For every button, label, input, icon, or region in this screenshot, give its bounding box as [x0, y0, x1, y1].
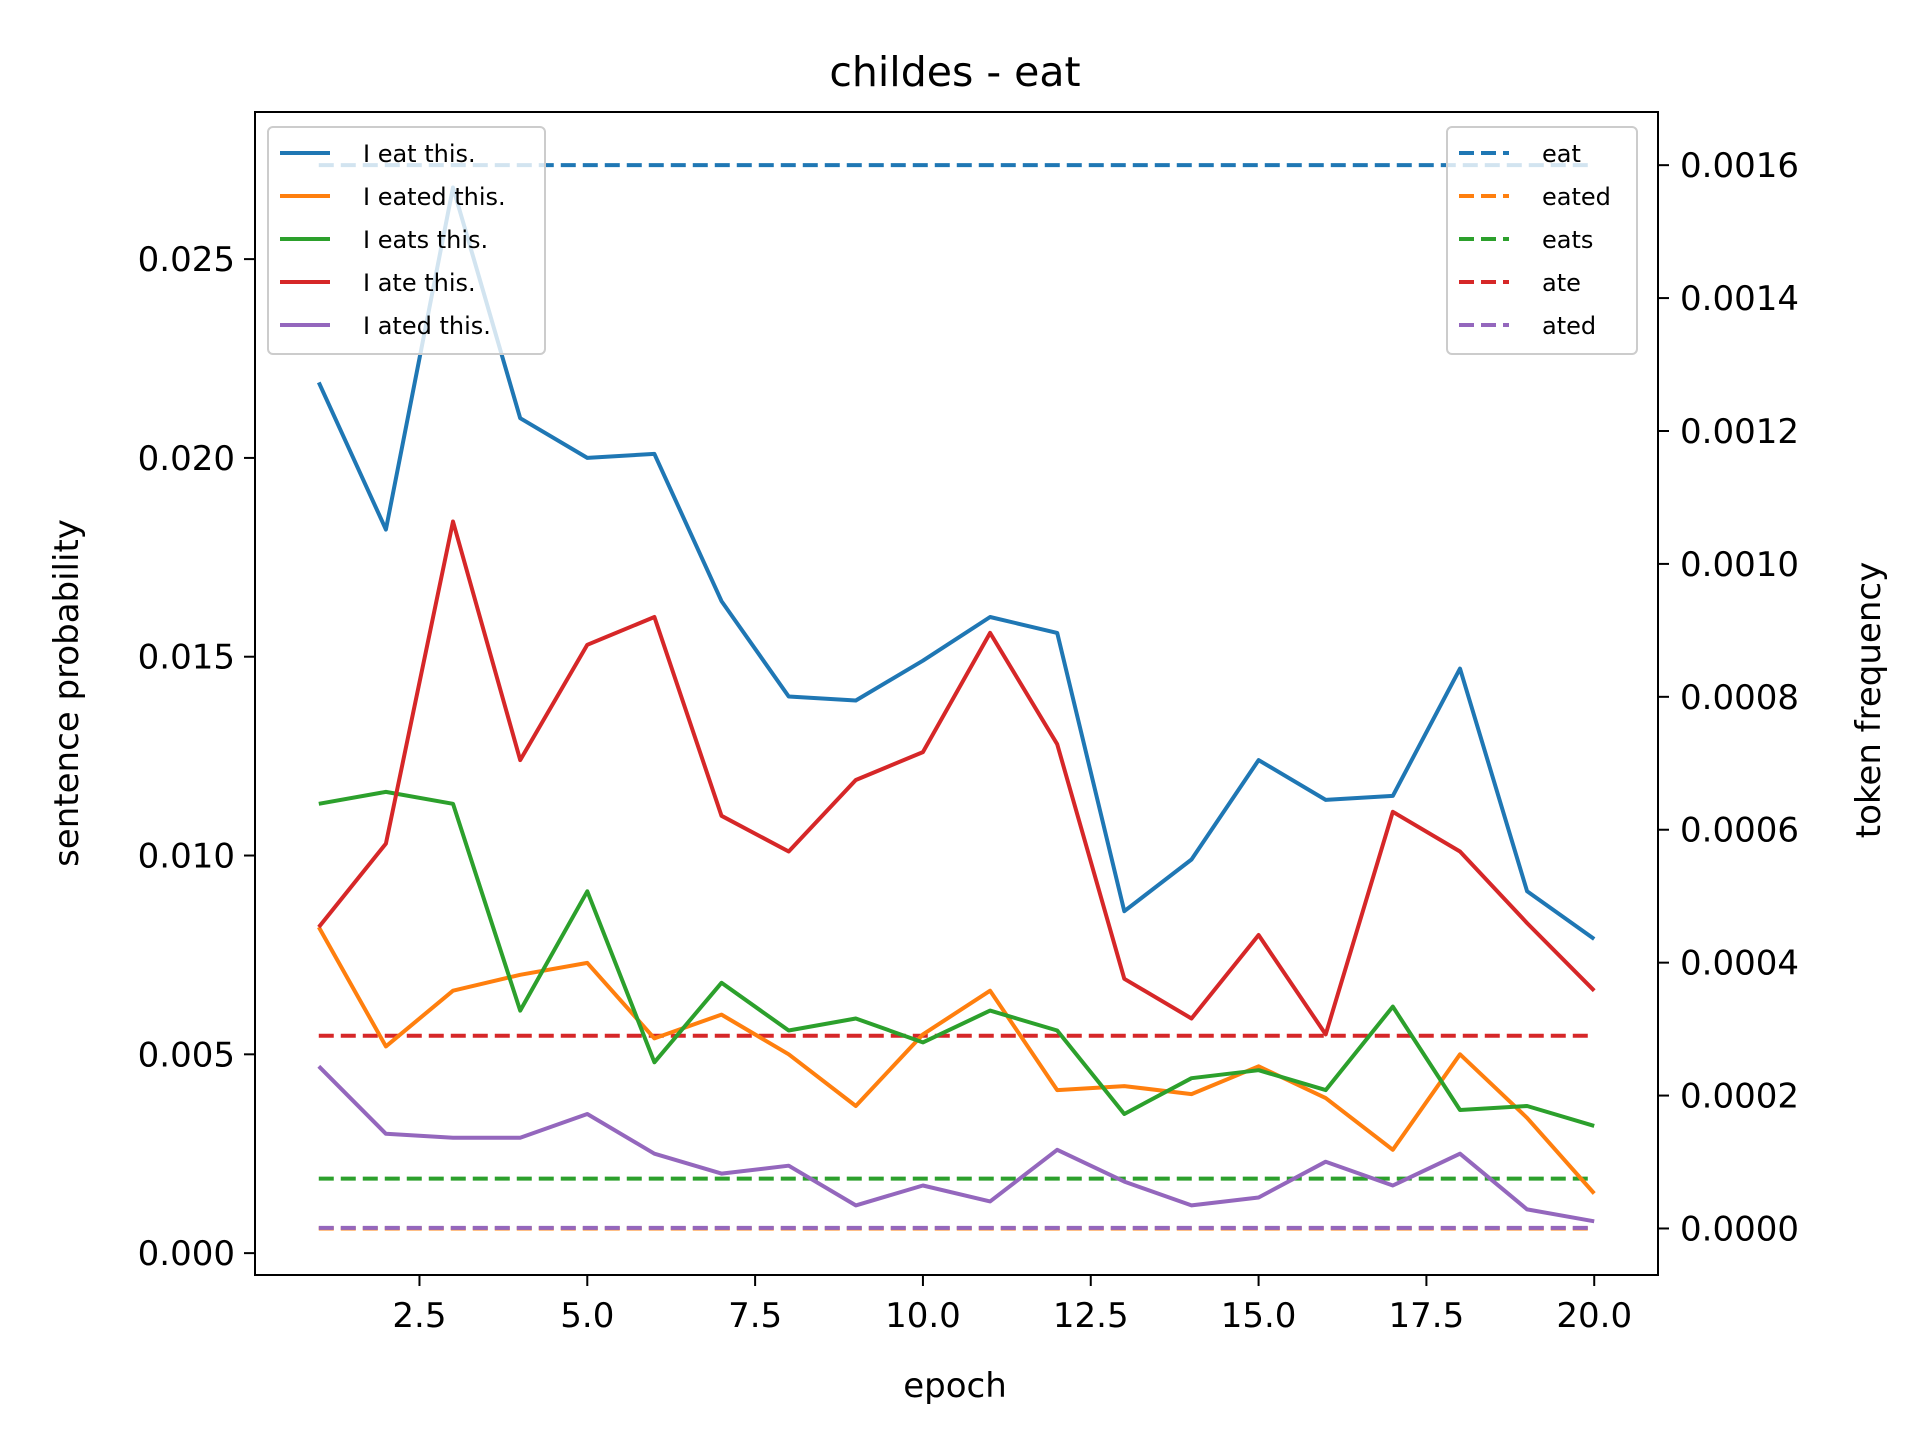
series-line-i-eat-this [316, 185, 1596, 941]
y2-tick-label: 0.0004 [1680, 944, 1799, 984]
axes: 2.5 5.0 7.5 10.0 12.5 15.0 17.5 20.0 0.000 0.005 0… [138, 111, 1799, 1336]
legend-label-i-eats-this: I eats this. [363, 226, 488, 254]
y2-tick-label: 0.0012 [1680, 412, 1799, 452]
y2-tick-label: 0.0016 [1680, 146, 1799, 186]
legend-label-i-eated-this: I eated this. [363, 183, 506, 211]
legend-label-eat: eat [1542, 140, 1581, 168]
series-line-i-ate-this [317, 519, 1596, 1037]
legend-label-i-ated-this: I ated this. [363, 312, 491, 340]
x-tick-label: 17.5 [1389, 1296, 1465, 1336]
y2-tick-label: 0.0000 [1680, 1209, 1799, 1249]
y2-tick-label: 0.0010 [1680, 545, 1799, 585]
y2-tick-label: 0.0008 [1680, 678, 1799, 718]
legend-label-ate: ate [1542, 269, 1581, 297]
legend-left-box [267, 126, 546, 355]
series-line-i-ated-this [317, 1064, 1595, 1224]
legend-right-box [1446, 126, 1638, 355]
legend-label-eated: eated [1542, 183, 1611, 211]
legends: I eat this. I eated this. I eats this. I at… [267, 126, 1638, 355]
x-tick-label: 7.5 [728, 1296, 782, 1336]
legend-label-eats: eats [1542, 226, 1593, 254]
y2-tick-label: 0.0006 [1680, 811, 1799, 851]
y-tick-label: 0.000 [138, 1234, 235, 1274]
y2-tick-label: 0.0014 [1680, 279, 1799, 319]
x-tick-label: 10.0 [885, 1296, 961, 1336]
x-tick-label: 2.5 [392, 1296, 446, 1336]
series-line-i-eated-this [317, 926, 1596, 1195]
y-tick-label: 0.015 [138, 638, 235, 678]
y-tick-label: 0.005 [138, 1035, 235, 1075]
x-tick-label: 20.0 [1556, 1296, 1632, 1336]
x-tick-label: 15.0 [1221, 1296, 1297, 1336]
legend-label-i-ate-this: I ate this. [363, 269, 476, 297]
y-axis-title: sentence probability [47, 519, 87, 867]
legend-label-ated: ated [1542, 312, 1596, 340]
y2-axis-title: token frequency [1849, 562, 1889, 838]
x-axis-title: epoch [903, 1366, 1007, 1406]
y-tick-label: 0.010 [138, 837, 235, 877]
series-line-i-eats-this [318, 789, 1595, 1128]
y2-tick-label: 0.0002 [1680, 1077, 1799, 1117]
legend-label-i-eat-this: I eat this. [363, 140, 476, 168]
y-tick-label: 0.025 [138, 240, 235, 280]
x-tick-label: 12.5 [1053, 1296, 1129, 1336]
plot-frame [254, 111, 1659, 1276]
x-tick-label: 5.0 [560, 1296, 614, 1336]
y-tick-label: 0.020 [138, 439, 235, 479]
chart-title: childes - eat [829, 48, 1080, 96]
